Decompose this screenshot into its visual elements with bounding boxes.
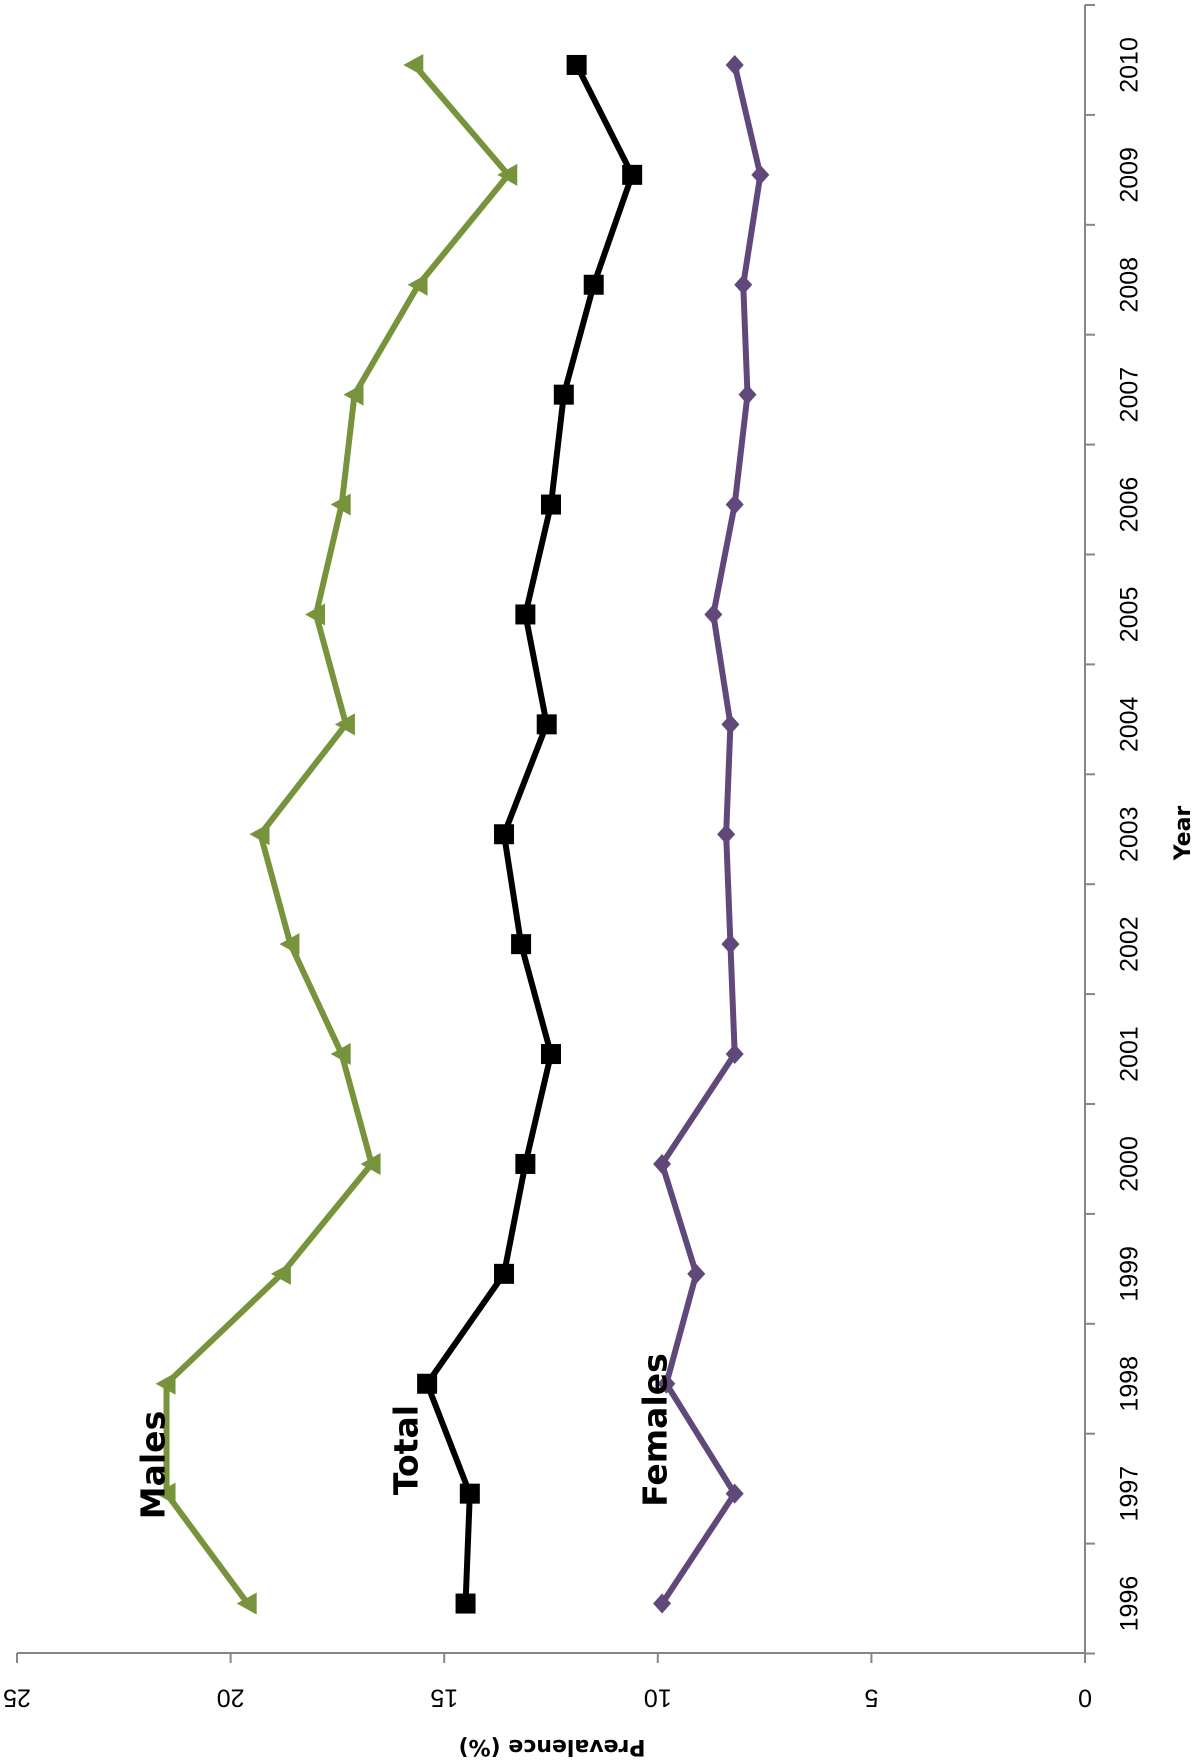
year-tick-label: 2002	[1116, 916, 1144, 972]
males-series-line	[163, 61, 512, 1607]
year-tick-label: 2009	[1116, 147, 1144, 203]
males-point	[407, 273, 428, 296]
total-point	[494, 1263, 515, 1284]
males-point	[343, 383, 364, 406]
males-point	[155, 1482, 176, 1505]
year-tick-label: 2003	[1116, 806, 1144, 862]
males-point	[270, 1262, 291, 1285]
total-point	[622, 164, 643, 185]
females-point	[738, 384, 757, 405]
value-tick-label: 20	[217, 1683, 245, 1711]
males-point	[497, 163, 518, 186]
value-tick-label: 5	[864, 1683, 878, 1711]
females-point	[725, 1483, 744, 1504]
year-tick-label: 2007	[1116, 367, 1144, 423]
year-tick-label: 2006	[1116, 477, 1144, 533]
males-point	[155, 1372, 176, 1395]
total-point	[541, 494, 561, 515]
females-point	[687, 1263, 706, 1284]
total-point	[511, 934, 532, 955]
y-axis-title: Prevalence (%)	[459, 1734, 646, 1759]
total-point	[583, 274, 604, 295]
series-label-total: Total	[387, 1405, 426, 1495]
total-point	[455, 1593, 476, 1614]
males-point	[403, 53, 424, 76]
males-point	[236, 1592, 257, 1615]
year-tick-label: 2000	[1116, 1136, 1144, 1192]
total-point	[541, 1044, 561, 1065]
value-tick-label: 15	[430, 1683, 458, 1711]
females-point	[717, 824, 736, 845]
total-point	[566, 54, 587, 75]
series-label-males: Males	[134, 1411, 173, 1519]
year-tick-label: 1996	[1116, 1576, 1144, 1632]
males-point	[305, 603, 326, 626]
series-layer	[155, 53, 770, 1615]
females-point	[653, 1153, 672, 1174]
females-point	[751, 164, 770, 185]
total-point	[459, 1483, 480, 1504]
total-point	[536, 714, 557, 735]
labels-layer: Males Total Females	[134, 1353, 675, 1519]
year-tick-label: 1999	[1116, 1246, 1144, 1302]
series-label-females: Females	[636, 1353, 675, 1507]
females-point	[721, 714, 740, 735]
x-axis-title: Year	[1171, 806, 1196, 862]
total-point	[494, 824, 515, 845]
females-point	[725, 54, 744, 75]
total-point	[553, 384, 574, 405]
value-tick-label: 0	[1078, 1683, 1092, 1711]
year-tick-label: 2004	[1116, 696, 1144, 752]
year-tick-label: 1997	[1116, 1466, 1144, 1522]
females-point	[734, 274, 753, 295]
females-point	[725, 494, 744, 515]
total-series-line	[424, 61, 636, 1607]
year-tick-label: 2001	[1116, 1026, 1144, 1082]
males-point	[330, 1043, 351, 1066]
females-point	[725, 1044, 744, 1065]
axes: 1996199719981999200020012002200320042005…	[3, 4, 1196, 1759]
total-point	[417, 1373, 438, 1394]
total-point	[515, 1153, 536, 1174]
females-point	[657, 1373, 676, 1394]
males-point	[334, 713, 355, 736]
value-tick-label: 25	[3, 1683, 31, 1711]
females-point	[721, 934, 740, 955]
year-tick-label: 2005	[1116, 587, 1144, 643]
year-tick-label: 2008	[1116, 257, 1144, 313]
total-point	[515, 604, 536, 625]
females-point	[704, 604, 723, 625]
males-point	[249, 823, 270, 846]
females-series-line	[659, 61, 764, 1607]
males-point	[360, 1152, 381, 1175]
year-tick-label: 2010	[1116, 37, 1144, 93]
value-tick-label: 10	[644, 1683, 672, 1711]
females-point	[653, 1593, 672, 1614]
year-tick-label: 1998	[1116, 1356, 1144, 1412]
males-point	[330, 493, 351, 516]
males-point	[279, 933, 300, 956]
